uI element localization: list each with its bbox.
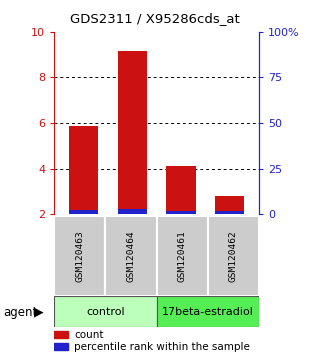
Bar xyxy=(54,216,105,296)
Bar xyxy=(215,196,244,214)
Text: GSM120462: GSM120462 xyxy=(229,230,238,282)
Bar xyxy=(215,211,244,214)
Text: agent: agent xyxy=(4,306,38,319)
Bar xyxy=(69,126,98,214)
Bar xyxy=(157,216,208,296)
Text: GSM120463: GSM120463 xyxy=(75,230,84,282)
Text: ▶: ▶ xyxy=(33,306,43,319)
Bar xyxy=(69,210,98,214)
Text: GDS2311 / X95286cds_at: GDS2311 / X95286cds_at xyxy=(70,12,240,25)
Text: GSM120461: GSM120461 xyxy=(178,230,187,282)
Bar xyxy=(54,343,68,350)
Bar xyxy=(54,296,157,327)
Bar xyxy=(117,51,147,214)
Bar xyxy=(208,216,259,296)
Text: GSM120464: GSM120464 xyxy=(126,230,135,282)
Bar xyxy=(105,216,157,296)
Bar xyxy=(166,211,196,214)
Text: percentile rank within the sample: percentile rank within the sample xyxy=(74,342,250,352)
Text: count: count xyxy=(74,330,104,339)
Bar xyxy=(117,209,147,214)
Text: 17beta-estradiol: 17beta-estradiol xyxy=(162,307,254,317)
Text: control: control xyxy=(86,307,125,317)
Bar xyxy=(54,331,68,338)
Bar xyxy=(166,166,196,214)
Bar xyxy=(157,296,259,327)
